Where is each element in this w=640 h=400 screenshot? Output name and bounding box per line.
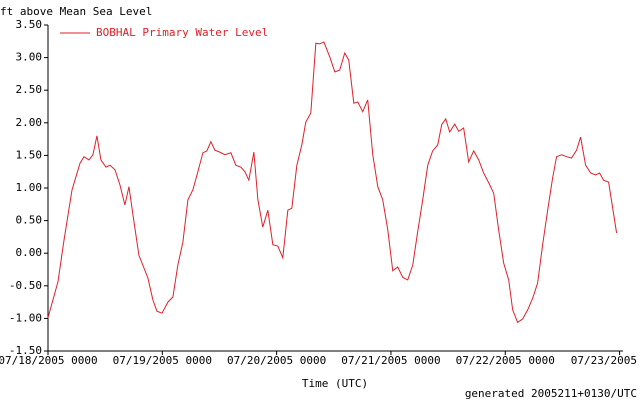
- y-axis-label: ft above Mean Sea Level: [0, 5, 152, 18]
- y-tick-label: 3.50: [16, 18, 43, 31]
- footer: generated 2005211+0130/UTC: [465, 387, 637, 400]
- y-tick-label: 2.50: [16, 83, 43, 96]
- data-line: [47, 41, 618, 324]
- x-tick-label: 07/20/2005 0000: [227, 354, 326, 367]
- y-tick-label: 3.00: [16, 51, 43, 64]
- x-tick-label: 07/18/2005 0000: [0, 354, 98, 367]
- y-tick-label: 0.50: [16, 214, 43, 227]
- legend-label: BOBHAL Primary Water Level: [96, 26, 268, 39]
- x-tick-label: 07/23/2005: [571, 354, 637, 367]
- x-tick-label: 07/19/2005 0000: [113, 354, 212, 367]
- y-tick-label: 1.00: [16, 181, 43, 194]
- y-tick-label: 0.00: [16, 246, 43, 259]
- x-axis-label: Time (UTC): [302, 377, 368, 390]
- y-tick-label: 1.50: [16, 148, 43, 161]
- x-tick-label: 07/21/2005 0000: [341, 354, 440, 367]
- x-tick-label: 07/22/2005 0000: [456, 354, 555, 367]
- y-tick-label: -1.00: [9, 311, 42, 324]
- y-tick-label: -1.50: [9, 344, 42, 357]
- y-tick-label: 2.00: [16, 116, 43, 129]
- y-tick-label: -0.50: [9, 279, 42, 292]
